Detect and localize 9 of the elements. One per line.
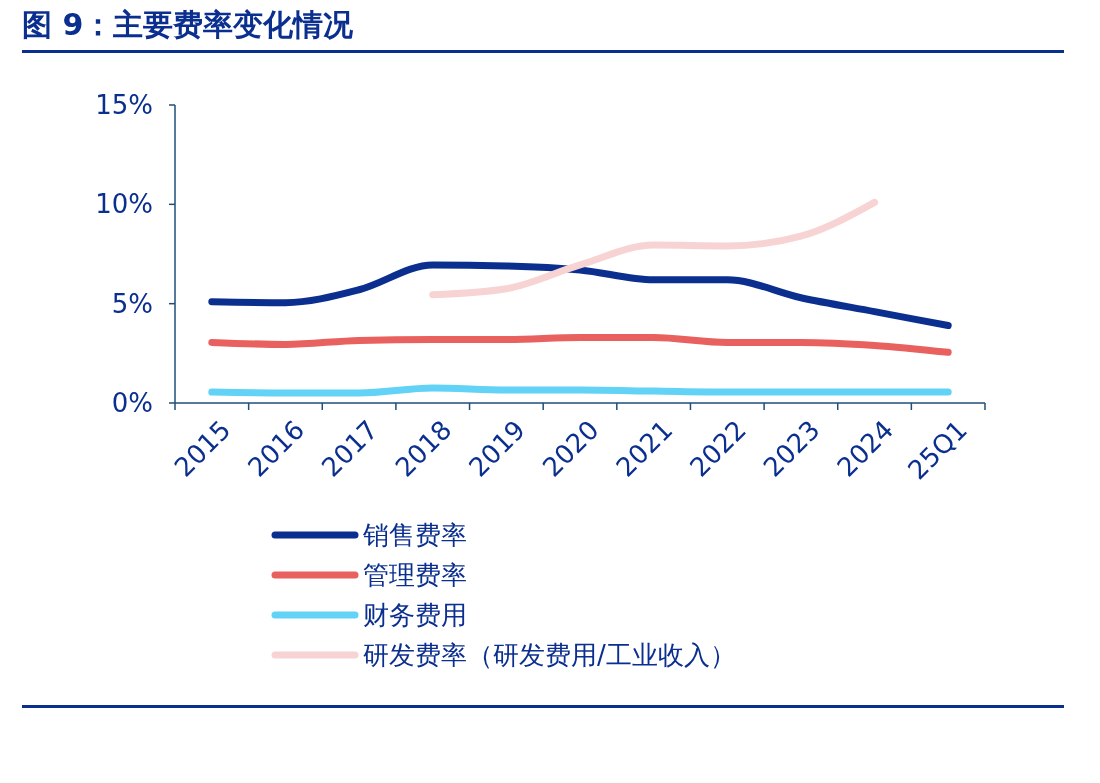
y-tick-label: 5% <box>111 288 153 319</box>
chart-title: 图 9：主要费率变化情况 <box>22 7 355 42</box>
legend-label: 财务费用 <box>363 600 467 631</box>
legend-label: 管理费率 <box>363 560 467 591</box>
legend-label: 研发费率（研发费用/工业收入） <box>363 640 736 671</box>
y-tick-label: 0% <box>111 388 153 419</box>
legend-label: 销售费率 <box>362 520 467 551</box>
y-tick-label: 10% <box>95 189 153 220</box>
y-tick-label: 15% <box>95 90 153 121</box>
